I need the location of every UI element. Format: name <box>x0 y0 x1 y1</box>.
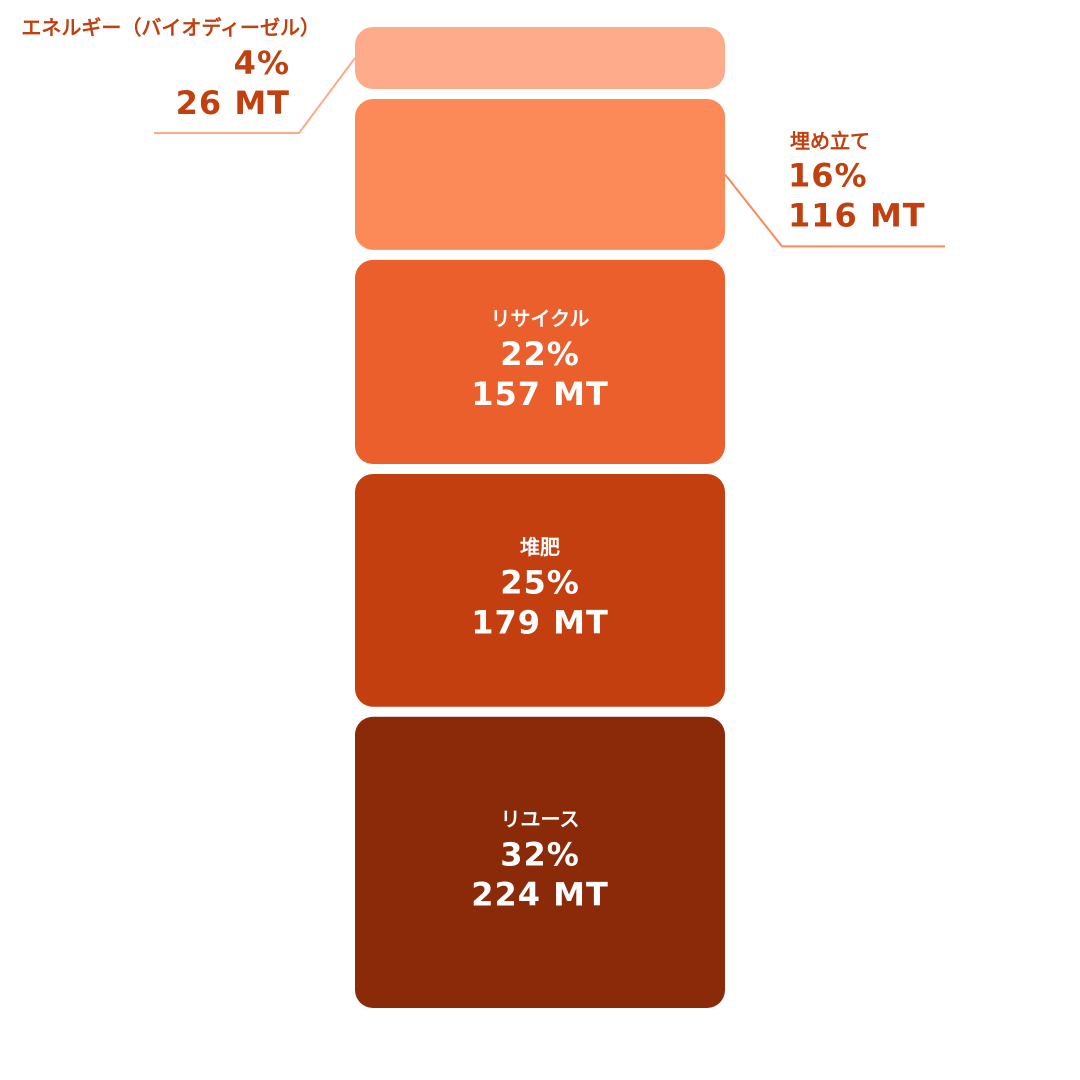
leader-line <box>724 173 945 248</box>
block <box>355 473 725 707</box>
segment-name: 堆肥 <box>520 535 560 559</box>
amount-label: 224 MT <box>471 875 609 913</box>
percent-label: 22% <box>500 335 580 373</box>
amount-label: 157 MT <box>471 375 609 413</box>
block <box>355 716 725 1008</box>
segment-name: リユース <box>501 807 580 831</box>
block <box>355 27 725 89</box>
percent-label: 16% <box>788 156 868 194</box>
amount-label: 26 MT <box>176 84 290 122</box>
block <box>355 259 725 464</box>
segment-name: リサイクル <box>491 306 590 330</box>
segment-name: エネルギー（バイオディーゼル） <box>21 16 320 40</box>
percent-label: 32% <box>500 835 580 873</box>
percent-label: 4% <box>234 44 290 82</box>
segment-name: 埋め立て <box>790 129 870 153</box>
percent-label: 25% <box>500 563 580 601</box>
leader-line <box>154 57 356 134</box>
block <box>355 99 725 250</box>
amount-label: 179 MT <box>471 603 609 641</box>
amount-label: 116 MT <box>788 196 926 234</box>
